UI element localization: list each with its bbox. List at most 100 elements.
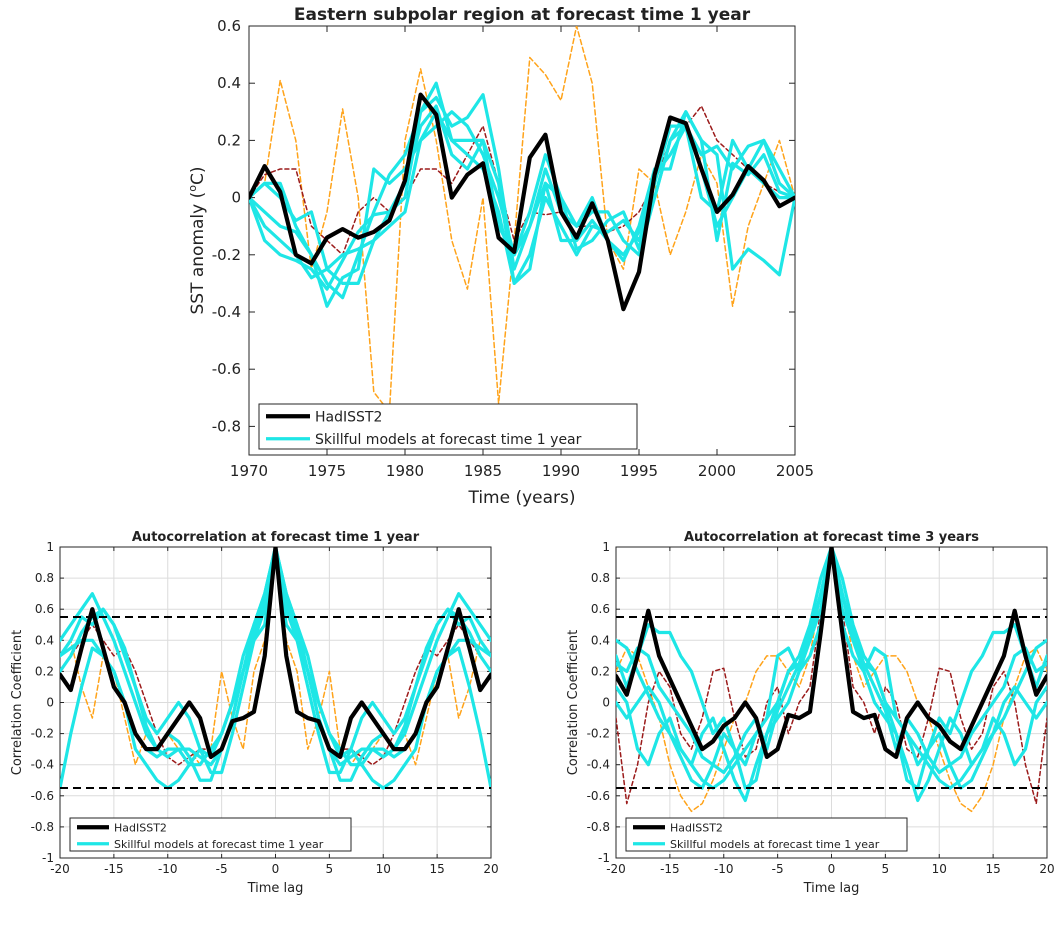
y-axis-label: Correlation Coefficient [10, 630, 25, 776]
y-tick-label: -1 [42, 851, 54, 865]
x-tick-label: -5 [772, 862, 784, 876]
chart-panel-2: -20 -15 -10 -5 0 5 10 15 20 -1 -0.8 -0.6 -0.4 -0.2 0 0.… [566, 530, 1055, 896]
legend: HadISST2 Skillful models at forecast time… [258, 403, 638, 450]
legend: HadISST2 Skillful models at forecast time… [625, 817, 908, 852]
series-line-skillful [616, 547, 1047, 767]
series-line-darkred-model [60, 547, 491, 766]
x-tick-label: -15 [104, 862, 124, 876]
x-tick-label: 5 [882, 862, 890, 876]
series-line-skillful [60, 547, 491, 767]
chart-title: Eastern subpolar region at forecast time… [294, 5, 751, 25]
y-tick-label: 0 [231, 189, 241, 207]
y-tick-label: -0.2 [31, 727, 54, 741]
y-tick-label: 0.6 [35, 602, 54, 616]
x-tick-label: -20 [606, 862, 626, 876]
x-tick-label: 1985 [464, 462, 502, 480]
y-tick-label: -0.6 [587, 789, 610, 803]
y-tick-label: 1 [46, 540, 54, 554]
series-group [249, 26, 795, 413]
y-axis-label-main: SST anomaly ( [188, 192, 208, 315]
y-tick-label: -0.6 [31, 789, 54, 803]
x-tick-label: 1995 [620, 462, 658, 480]
y-tick-label: -0.8 [212, 417, 241, 435]
y-tick-label: -0.4 [587, 758, 610, 772]
x-tick-label: 1975 [308, 462, 346, 480]
x-tick-label: 1980 [386, 462, 424, 480]
x-tick-label: -10 [158, 862, 178, 876]
legend-label: HadISST2 [670, 821, 723, 834]
series-line-orange-model [60, 547, 491, 766]
x-tick-label: 15 [985, 862, 1000, 876]
x-tick-label: 2005 [776, 462, 814, 480]
y-tick-label: -0.4 [212, 303, 241, 321]
chart-panel-0: 1970 1975 1980 1985 1990 1995 2000 2005 -0.8 -0.6… [186, 5, 814, 508]
y-tick-label: -0.2 [212, 246, 241, 264]
x-tick-label: -5 [216, 862, 228, 876]
series-line-orange-model [616, 547, 1047, 813]
legend-label: HadISST2 [114, 821, 167, 834]
y-tick-label: 0.6 [591, 602, 610, 616]
axes-box [248, 25, 796, 456]
x-tick-label: 10 [376, 862, 391, 876]
y-tick-label: 0.8 [591, 571, 610, 585]
y-tick-label: 0 [602, 696, 610, 710]
y-tick-label: 0.4 [35, 633, 54, 647]
y-tick-label: -0.8 [31, 820, 54, 834]
x-tick-label: 20 [483, 862, 498, 876]
x-axis-label: Time lag [803, 881, 860, 896]
legend: HadISST2 Skillful models at forecast time… [69, 817, 352, 852]
y-axis-label-unit: C) [188, 166, 208, 185]
x-tick-label: 20 [1039, 862, 1054, 876]
series-group [60, 547, 491, 790]
x-tick-label: 0 [828, 862, 836, 876]
series-group [616, 547, 1047, 813]
y-axis-label-degree: o [186, 185, 199, 192]
series-line-skillful [60, 547, 491, 782]
x-tick-label: 1990 [542, 462, 580, 480]
y-tick-label: 0.6 [217, 17, 241, 35]
legend-label: HadISST2 [315, 409, 382, 425]
y-tick-label: -0.6 [212, 360, 241, 378]
series-line-observed [60, 547, 491, 760]
y-axis-label: Correlation Coefficient [566, 630, 581, 776]
series-line-skillful [616, 547, 1047, 803]
x-tick-label: 1970 [230, 462, 268, 480]
legend-label: Skillful models at forecast time 1 year [670, 838, 880, 851]
x-tick-label: -10 [714, 862, 734, 876]
y-tick-label: -0.2 [587, 727, 610, 741]
y-tick-label: 0.8 [35, 571, 54, 585]
x-tick-label: 0 [272, 862, 280, 876]
series-line-skillful [616, 547, 1047, 775]
x-axis-label: Time (years) [467, 488, 575, 508]
legend-box [69, 817, 352, 852]
chart-title: Autocorrelation at forecast time 3 years [684, 530, 979, 545]
y-tick-label: 0.2 [217, 131, 241, 149]
x-axis-label: Time lag [247, 881, 304, 896]
y-tick-label: 0.4 [217, 74, 241, 92]
y-axis-label: SST anomaly (oC) [186, 166, 208, 314]
x-tick-label: 15 [429, 862, 444, 876]
x-tick-label: -15 [660, 862, 680, 876]
y-tick-label: -0.8 [587, 820, 610, 834]
y-tick-label: -1 [598, 851, 610, 865]
series-line-observed [616, 547, 1047, 760]
legend-label: Skillful models at forecast time 1 year [114, 838, 324, 851]
series-line-darkred-model [616, 547, 1047, 805]
chart-title: Autocorrelation at forecast time 1 year [132, 530, 420, 545]
series-line-skillful [616, 547, 1047, 790]
x-tick-label: -20 [50, 862, 70, 876]
series-line-darkred-model [249, 105, 795, 256]
series-line-observed [249, 92, 795, 312]
series-line-skillful [60, 547, 491, 790]
x-tick-label: 5 [326, 862, 334, 876]
chart-panel-1: -20 -15 -10 -5 0 5 10 15 20 -1 -0.8 -0.6 -0.4 -0.2 0 0.… [10, 530, 499, 896]
y-tick-label: 0.4 [591, 633, 610, 647]
legend-box [625, 817, 908, 852]
y-tick-label: -0.4 [31, 758, 54, 772]
y-tick-label: 0 [46, 696, 54, 710]
series-line-orange-model [249, 26, 795, 413]
series-line-skillful [249, 104, 795, 285]
y-tick-label: 1 [602, 540, 610, 554]
legend-box [258, 403, 638, 450]
